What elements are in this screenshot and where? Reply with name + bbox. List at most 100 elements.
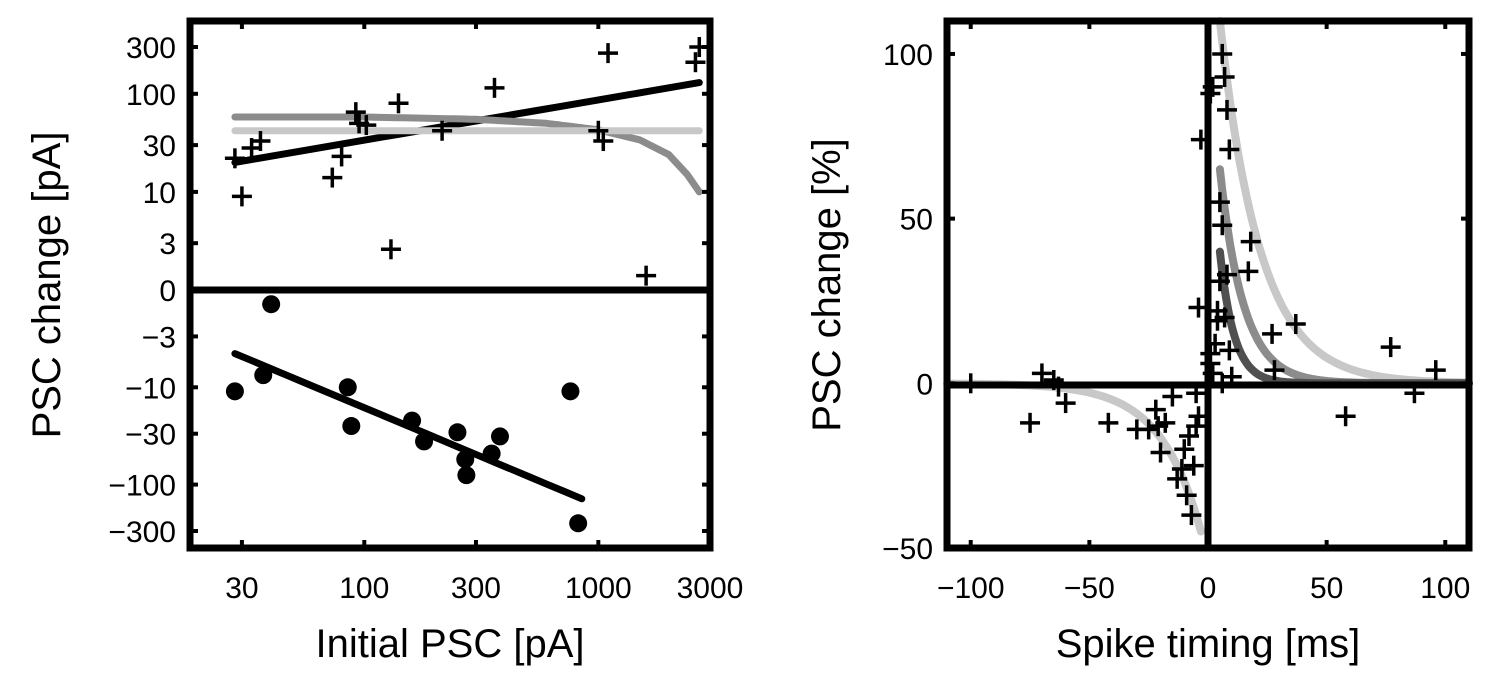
x-ticks: 30 100 300 1000 3000 bbox=[225, 21, 743, 605]
data-point-2 bbox=[1031, 363, 1052, 384]
y-tick-label-8: −30 bbox=[125, 419, 176, 452]
potentiation-point-14 bbox=[593, 131, 614, 152]
data-point-15 bbox=[1171, 458, 1192, 479]
data-point-52 bbox=[1380, 337, 1401, 358]
data-point-12 bbox=[1155, 412, 1176, 433]
depression-point-9 bbox=[457, 466, 476, 485]
potentiation-point-13 bbox=[588, 120, 609, 141]
data-point-38 bbox=[1214, 66, 1235, 87]
data-point-20 bbox=[1183, 455, 1204, 476]
y-tick-label-4: 3 bbox=[159, 228, 176, 261]
potentiation-point-12 bbox=[484, 77, 505, 98]
chart-psc-vs-initial: 30 100 300 1000 3000 300100301030−3−10−30−10… bbox=[25, 17, 743, 666]
x-tick-label-3: 1000 bbox=[565, 572, 632, 605]
y-tick-label-10: −300 bbox=[108, 516, 176, 549]
y-axis-title: PSC change [pA] bbox=[25, 132, 69, 439]
depression-point-3 bbox=[338, 378, 357, 397]
data-point-6 bbox=[1098, 412, 1119, 433]
potentiation-point-11 bbox=[432, 120, 453, 141]
potentiation-point-6 bbox=[345, 102, 366, 123]
y-tick-label-0: −50 bbox=[882, 533, 933, 566]
data-point-46 bbox=[1238, 261, 1259, 282]
data-point-42 bbox=[1219, 139, 1240, 160]
data-point-47 bbox=[1240, 231, 1261, 252]
y-tick-label-1: 0 bbox=[916, 368, 933, 401]
x-tick-label-1: 100 bbox=[339, 572, 389, 605]
y-tick-label-6: −3 bbox=[142, 321, 176, 354]
potentiation-point-0 bbox=[224, 148, 245, 169]
data-point-41 bbox=[1216, 264, 1237, 285]
data-point-5 bbox=[1055, 393, 1076, 414]
data-point-50 bbox=[1285, 314, 1306, 335]
depression-point-8 bbox=[456, 450, 475, 469]
x-ticks: −100 −50 0 50 100 bbox=[937, 21, 1470, 605]
y-tick-label-3: 100 bbox=[883, 39, 933, 72]
potentiation-point-16 bbox=[636, 265, 657, 286]
potentiation-point-8 bbox=[356, 115, 377, 136]
data-point-40 bbox=[1216, 99, 1237, 120]
fit-curve-1 bbox=[1215, 165, 1473, 388]
potentiation-point-9 bbox=[380, 239, 401, 260]
potentiation-point-17 bbox=[685, 52, 706, 73]
data-point-37 bbox=[1212, 215, 1233, 236]
y-tick-label-5: 0 bbox=[159, 275, 176, 308]
y-tick-label-3: 10 bbox=[143, 177, 176, 210]
potentiation-point-1 bbox=[231, 186, 252, 207]
depression-point-12 bbox=[561, 382, 580, 401]
potentiation-point-3 bbox=[250, 131, 271, 152]
data-point-14 bbox=[1167, 468, 1188, 489]
potentiation-point-10 bbox=[388, 93, 409, 114]
data-point-9 bbox=[1145, 399, 1166, 420]
x-axis-title: Spike timing [ms] bbox=[1056, 622, 1361, 666]
fit-curve-3 bbox=[943, 379, 1205, 536]
y-tick-label-0: 300 bbox=[126, 32, 176, 65]
data-point-39 bbox=[1214, 307, 1235, 328]
data-point-49 bbox=[1264, 360, 1285, 381]
data-point-35 bbox=[1209, 192, 1230, 213]
y-tick-label-9: −100 bbox=[108, 470, 176, 503]
depression-point-10 bbox=[482, 444, 501, 463]
depression-point-2 bbox=[262, 295, 281, 314]
data-point-54 bbox=[1425, 360, 1446, 381]
fit-curve-0 bbox=[1215, 17, 1473, 387]
depression-point-4 bbox=[342, 417, 361, 436]
data-points bbox=[224, 37, 710, 533]
potentiation-point-15 bbox=[598, 43, 619, 64]
data-point-43 bbox=[1219, 340, 1240, 361]
y-ticks: −50 0 50 100 bbox=[882, 39, 1469, 566]
depression-point-7 bbox=[448, 423, 467, 442]
potentiation-point-4 bbox=[322, 167, 343, 188]
x-tick-label-2: 300 bbox=[451, 572, 501, 605]
data-point-48 bbox=[1262, 323, 1283, 344]
x-tick-label-1: −50 bbox=[1064, 572, 1115, 605]
data-point-36 bbox=[1212, 43, 1233, 64]
x-tick-label-4: 3000 bbox=[677, 572, 744, 605]
data-point-1 bbox=[1020, 412, 1041, 433]
y-tick-label-2: 30 bbox=[143, 130, 176, 163]
y-tick-label-7: −10 bbox=[125, 372, 176, 405]
x-tick-label-0: 30 bbox=[225, 572, 258, 605]
y-tick-label-1: 100 bbox=[126, 79, 176, 112]
y-tick-label-2: 50 bbox=[900, 204, 933, 237]
data-point-19 bbox=[1181, 505, 1202, 526]
x-tick-label-3: 50 bbox=[1310, 572, 1343, 605]
x-tick-label-4: 100 bbox=[1420, 572, 1470, 605]
potentiation-point-5 bbox=[331, 146, 352, 167]
data-point-22 bbox=[1186, 416, 1207, 437]
depression-point-6 bbox=[415, 432, 434, 451]
depression-point-11 bbox=[490, 427, 509, 446]
depression-point-5 bbox=[403, 411, 422, 430]
x-axis-title: Initial PSC [pA] bbox=[315, 622, 584, 666]
data-point-13 bbox=[1162, 386, 1183, 407]
plot-frame bbox=[186, 17, 714, 552]
data-point-51 bbox=[1335, 406, 1356, 427]
x-tick-label-0: −100 bbox=[937, 572, 1005, 605]
y-axis-title: PSC change [%] bbox=[805, 138, 849, 432]
depression-point-0 bbox=[225, 382, 244, 401]
data-point-8 bbox=[1138, 419, 1159, 440]
data-point-16 bbox=[1174, 439, 1195, 460]
depression-point-1 bbox=[254, 366, 273, 385]
